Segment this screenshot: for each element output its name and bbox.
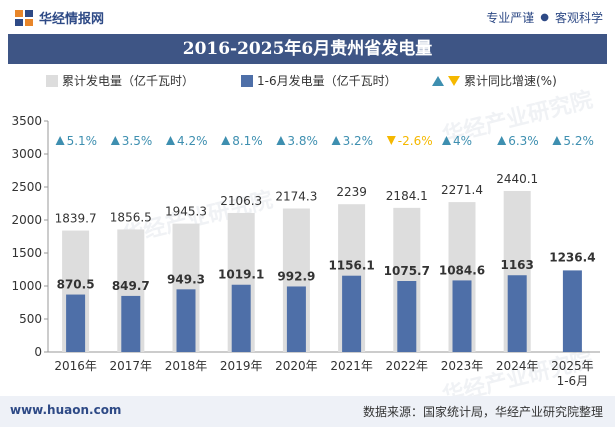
top-bar: 华经情报网 专业严谨 ● 客观科学 bbox=[0, 0, 615, 34]
x-tick-label: 2019年 bbox=[220, 359, 263, 373]
growth-label: 8.1% bbox=[232, 134, 263, 148]
x-tick-label: 2017年 bbox=[110, 359, 153, 373]
x-tick-label: 1-6月 bbox=[557, 374, 589, 388]
bar-halfyear bbox=[66, 294, 86, 352]
growth-label: 4.2% bbox=[177, 134, 208, 148]
footer: www.huaon.com 数据来源：国家统计局，华经产业研究院整理 bbox=[0, 396, 615, 427]
legend-label-halfyear: 1-6月发电量（亿千瓦时） bbox=[257, 74, 397, 88]
bar-halfyear bbox=[176, 289, 196, 352]
growth-label: 3.8% bbox=[287, 134, 318, 148]
growth-label: 5.2% bbox=[563, 134, 594, 148]
growth-up-triangle-icon bbox=[166, 136, 175, 145]
y-tick-label: 0 bbox=[34, 345, 42, 359]
growth-label: 6.3% bbox=[508, 134, 539, 148]
slogan-left: 专业严谨 bbox=[486, 11, 535, 25]
bar-halfyear-label: 1236.4 bbox=[549, 250, 595, 264]
bar-halfyear bbox=[342, 275, 362, 352]
growth-label: 3.5% bbox=[122, 134, 153, 148]
bar-halfyear bbox=[286, 286, 306, 352]
x-tick-label: 2016年 bbox=[54, 359, 97, 373]
bar-halfyear-label: 992.9 bbox=[277, 269, 315, 283]
bar-cumulative-label: 1839.7 bbox=[55, 212, 97, 226]
y-tick-label: 3500 bbox=[11, 114, 42, 128]
growth-down-triangle-icon bbox=[386, 136, 396, 145]
growth-up-triangle-icon bbox=[221, 136, 231, 145]
bar-halfyear-label: 1084.6 bbox=[439, 263, 485, 277]
y-tick-label: 1500 bbox=[11, 246, 42, 260]
legend-swatch-cumulative bbox=[46, 74, 58, 87]
footer-website-link[interactable]: www.huaon.com bbox=[10, 403, 122, 417]
bar-halfyear-label: 870.5 bbox=[57, 278, 95, 292]
x-tick-label: 2021年 bbox=[330, 359, 373, 373]
bar-halfyear-label: 1075.7 bbox=[384, 264, 430, 278]
bar-halfyear-label: 1163 bbox=[500, 258, 533, 272]
bar-halfyear bbox=[397, 281, 417, 352]
footer-source: 数据来源：国家统计局，华经产业研究院整理 bbox=[362, 405, 603, 419]
legend-swatch-halfyear bbox=[241, 74, 253, 87]
bar-cumulative-label: 2174.3 bbox=[275, 189, 317, 203]
x-tick-label: 2024年 bbox=[496, 359, 539, 373]
bar-halfyear bbox=[231, 284, 251, 352]
bar-halfyear bbox=[507, 275, 527, 352]
growth-up-triangle-icon bbox=[55, 136, 65, 145]
x-tick-label: 2025年 bbox=[551, 359, 594, 373]
bar-cumulative-label: 1856.5 bbox=[110, 210, 152, 224]
slogan-right: 客观科学 bbox=[554, 11, 603, 25]
x-tick-label: 2018年 bbox=[165, 359, 208, 373]
bar-cumulative-label: 2184.1 bbox=[386, 189, 428, 203]
legend-label-cumulative: 累计发电量（亿千瓦时） bbox=[62, 74, 195, 88]
bar-halfyear-label: 949.3 bbox=[167, 272, 205, 286]
bar-cumulative-label: 1945.3 bbox=[165, 205, 207, 219]
bar-halfyear bbox=[121, 295, 141, 352]
legend-up-triangle-icon bbox=[432, 75, 444, 86]
chart-title: 2016-2025年6月贵州省发电量 bbox=[8, 34, 607, 64]
bar-cumulative-label: 2440.1 bbox=[496, 172, 538, 186]
growth-label: 3.2% bbox=[343, 134, 374, 148]
growth-label: 4% bbox=[453, 134, 472, 148]
bar-halfyear bbox=[452, 280, 472, 352]
y-tick-label: 500 bbox=[19, 312, 42, 326]
growth-up-triangle-icon bbox=[497, 136, 507, 145]
bar-cumulative-label: 2271.4 bbox=[441, 183, 483, 197]
bar-halfyear-label: 1156.1 bbox=[328, 259, 374, 273]
growth-label: -2.6% bbox=[398, 134, 433, 148]
growth-up-triangle-icon bbox=[442, 136, 451, 145]
bar-cumulative-label: 2106.3 bbox=[220, 194, 262, 208]
bar-halfyear-label: 849.7 bbox=[112, 279, 150, 293]
y-tick-label: 2000 bbox=[11, 213, 42, 227]
growth-label: 5.1% bbox=[67, 134, 98, 148]
y-tick-label: 1000 bbox=[11, 279, 42, 293]
slogan-separator: ● bbox=[540, 12, 549, 23]
x-tick-label: 2023年 bbox=[441, 359, 484, 373]
y-tick-label: 3000 bbox=[11, 147, 42, 161]
legend-item-halfyear: 1-6月发电量（亿千瓦时） bbox=[241, 72, 397, 89]
slogan: 专业严谨 ● 客观科学 bbox=[486, 9, 603, 26]
x-tick-label: 2020年 bbox=[275, 359, 318, 373]
chart-plot: 0 500 1000 1500 2000 2500 3000 3500 1839.7 870.5 5… bbox=[11, 114, 600, 388]
legend-item-cumulative: 累计发电量（亿千瓦时） bbox=[46, 72, 194, 89]
growth-up-triangle-icon bbox=[110, 136, 120, 145]
chart-legend: 累计发电量（亿千瓦时） 1-6月发电量（亿千瓦时） 累计同比增速(%) bbox=[0, 72, 615, 94]
bar-halfyear-label: 1019.1 bbox=[218, 268, 264, 282]
brand-name: 华经情报网 bbox=[39, 12, 105, 27]
growth-up-triangle-icon bbox=[331, 136, 341, 145]
bar-cumulative-label: 2239 bbox=[336, 185, 367, 199]
growth-up-triangle-icon bbox=[276, 136, 286, 145]
bar-halfyear bbox=[562, 270, 582, 352]
legend-label-growth: 累计同比增速(%) bbox=[464, 74, 557, 88]
x-tick-label: 2022年 bbox=[386, 359, 429, 373]
y-tick-label: 2500 bbox=[11, 180, 42, 194]
brand[interactable]: 华经情报网 bbox=[14, 8, 104, 27]
growth-up-triangle-icon bbox=[552, 136, 562, 145]
logo-icon bbox=[15, 9, 33, 26]
legend-item-growth: 累计同比增速(%) bbox=[432, 72, 557, 89]
legend-down-triangle-icon bbox=[448, 75, 460, 86]
